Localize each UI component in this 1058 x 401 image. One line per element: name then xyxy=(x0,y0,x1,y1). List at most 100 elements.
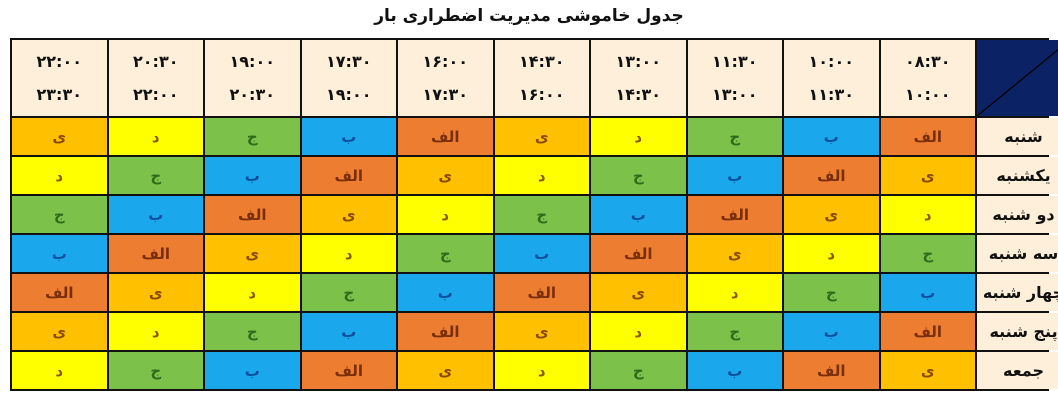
time-from: ۲۲:۰۰ xyxy=(36,52,82,71)
time-slot-header: ۲۲:۰۰ ۲۳:۳۰ xyxy=(12,40,107,116)
group-cell: الف xyxy=(880,313,975,350)
group-cell: الف xyxy=(398,118,493,155)
day-label: یکشنبه xyxy=(977,157,1058,194)
time-slot-header: ۱۶:۰۰ ۱۷:۳۰ xyxy=(398,40,493,116)
group-cell: ج xyxy=(591,352,686,389)
group-cell: ج xyxy=(205,313,300,350)
group-cell: الف xyxy=(687,196,782,233)
time-from: ۰۸:۳۰ xyxy=(905,52,951,71)
group-cell: ب xyxy=(687,157,782,194)
day-label: دو شنبه xyxy=(977,196,1058,233)
group-cell: ی xyxy=(301,196,396,233)
group-cell: الف xyxy=(784,352,879,389)
corner-header xyxy=(977,40,1058,116)
group-cell: ج xyxy=(301,274,396,311)
group-cell: ب xyxy=(205,157,300,194)
group-cell: ج xyxy=(687,313,782,350)
time-from: ۱۷:۳۰ xyxy=(326,52,372,71)
group-cell: ب xyxy=(591,196,686,233)
time-from: ۱۶:۰۰ xyxy=(422,52,468,71)
group-cell: د xyxy=(108,118,203,155)
group-cell: الف xyxy=(494,274,589,311)
group-cell: ج xyxy=(108,157,203,194)
group-cell: د xyxy=(880,196,975,233)
group-cell: د xyxy=(591,118,686,155)
day-label: سه شنبه xyxy=(977,235,1058,272)
group-cell: ب xyxy=(784,313,879,350)
group-cell: ی xyxy=(12,118,107,155)
time-slot-header: ۱۴:۳۰ ۱۶:۰۰ xyxy=(494,40,589,116)
group-cell: ی xyxy=(108,274,203,311)
group-cell: ی xyxy=(784,196,879,233)
group-cell: ج xyxy=(108,352,203,389)
day-label: شنبه xyxy=(977,118,1058,155)
group-cell: ب xyxy=(205,352,300,389)
group-cell: ج xyxy=(784,274,879,311)
group-cell: ب xyxy=(784,118,879,155)
group-cell: ج xyxy=(398,235,493,272)
group-cell: الف xyxy=(301,157,396,194)
group-cell: د xyxy=(301,235,396,272)
group-cell: ب xyxy=(108,196,203,233)
group-cell: الف xyxy=(205,196,300,233)
time-slot-header: ۱۰:۰۰ ۱۱:۳۰ xyxy=(784,40,879,116)
group-cell: ج xyxy=(494,196,589,233)
group-cell: ب xyxy=(301,118,396,155)
group-cell: د xyxy=(205,274,300,311)
time-from: ۱۳:۰۰ xyxy=(615,52,661,71)
time-slot-header: ۲۰:۳۰ ۲۲:۰۰ xyxy=(108,40,203,116)
time-slot-header: ۰۸:۳۰ ۱۰:۰۰ xyxy=(880,40,975,116)
time-slot-header: ۱۳:۰۰ ۱۴:۳۰ xyxy=(591,40,686,116)
day-label: چهار شنبه xyxy=(977,274,1058,311)
group-cell: ی xyxy=(398,352,493,389)
group-cell: ج xyxy=(591,157,686,194)
group-cell: ی xyxy=(880,157,975,194)
time-to: ۱۱:۳۰ xyxy=(808,85,854,104)
group-cell: ب xyxy=(301,313,396,350)
group-cell: ی xyxy=(398,157,493,194)
group-cell: الف xyxy=(784,157,879,194)
time-from: ۲۰:۳۰ xyxy=(133,52,179,71)
group-cell: الف xyxy=(108,235,203,272)
group-cell: ج xyxy=(687,118,782,155)
group-cell: ب xyxy=(12,235,107,272)
group-cell: د xyxy=(494,157,589,194)
group-cell: الف xyxy=(398,313,493,350)
group-cell: د xyxy=(591,313,686,350)
group-cell: ج xyxy=(12,196,107,233)
time-to: ۱۳:۰۰ xyxy=(712,85,758,104)
group-cell: ب xyxy=(494,235,589,272)
group-cell: د xyxy=(108,313,203,350)
group-cell: ی xyxy=(494,313,589,350)
group-cell: ی xyxy=(687,235,782,272)
time-to: ۱۴:۳۰ xyxy=(615,85,661,104)
time-to: ۱۹:۰۰ xyxy=(326,85,372,104)
day-label: جمعه xyxy=(977,352,1058,389)
group-cell: د xyxy=(494,352,589,389)
time-to: ۱۰:۰۰ xyxy=(905,85,951,104)
group-cell: د xyxy=(784,235,879,272)
group-cell: الف xyxy=(880,118,975,155)
group-cell: ی xyxy=(880,352,975,389)
group-cell: ی xyxy=(591,274,686,311)
time-from: ۱۰:۰۰ xyxy=(808,52,854,71)
group-cell: ی xyxy=(12,313,107,350)
time-to: ۱۶:۰۰ xyxy=(519,85,565,104)
time-slot-header: ۱۹:۰۰ ۲۰:۳۰ xyxy=(205,40,300,116)
time-slot-header: ۱۱:۳۰ ۱۳:۰۰ xyxy=(687,40,782,116)
group-cell: ج xyxy=(880,235,975,272)
time-from: ۱۴:۳۰ xyxy=(519,52,565,71)
group-cell: الف xyxy=(301,352,396,389)
group-cell: الف xyxy=(591,235,686,272)
group-cell: د xyxy=(12,157,107,194)
group-cell: ج xyxy=(205,118,300,155)
time-to: ۱۷:۳۰ xyxy=(422,85,468,104)
group-cell: ب xyxy=(880,274,975,311)
time-slot-header: ۱۷:۳۰ ۱۹:۰۰ xyxy=(301,40,396,116)
group-cell: د xyxy=(687,274,782,311)
group-cell: ی xyxy=(205,235,300,272)
group-cell: الف xyxy=(12,274,107,311)
group-cell: ی xyxy=(494,118,589,155)
group-cell: ب xyxy=(687,352,782,389)
group-cell: ب xyxy=(398,274,493,311)
